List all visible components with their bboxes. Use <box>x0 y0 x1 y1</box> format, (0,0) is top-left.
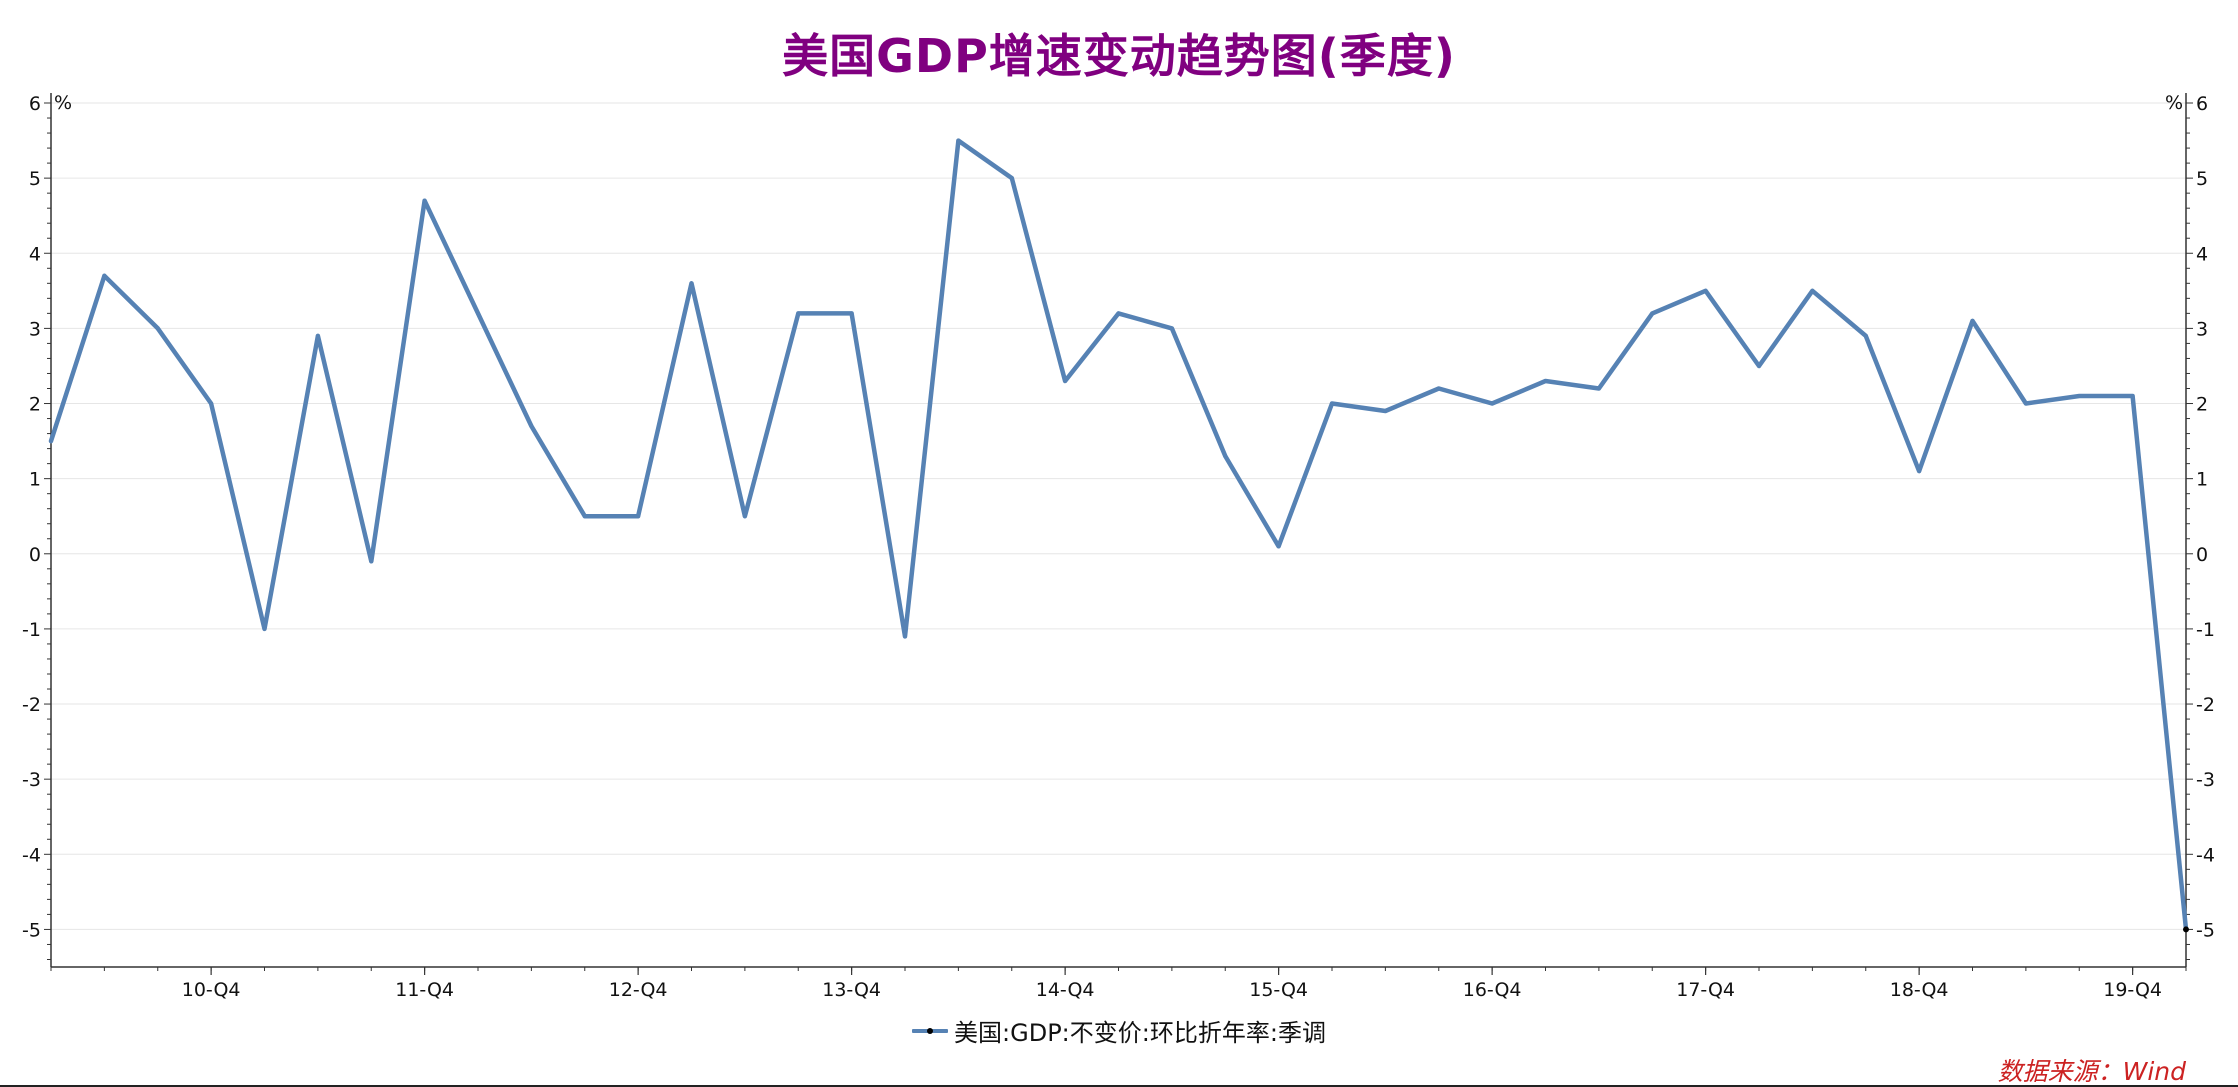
data-point <box>1436 386 1441 391</box>
right-y-tick-label: 4 <box>2196 243 2208 265</box>
data-point <box>1917 469 1922 474</box>
data-point <box>1116 311 1121 316</box>
x-tick-label: 17-Q4 <box>1676 979 1735 1001</box>
right-y-tick-label: 2 <box>2196 394 2208 416</box>
data-point <box>422 198 427 203</box>
data-point <box>1223 454 1228 459</box>
right-y-tick-label: 0 <box>2196 544 2208 566</box>
chart-title: 美国GDP增速变动趋势图(季度) <box>782 29 1456 83</box>
data-point <box>1063 378 1068 383</box>
data-point <box>49 439 53 444</box>
x-tick-label: 10-Q4 <box>182 979 241 1001</box>
right-y-tick-label: -5 <box>2196 919 2215 941</box>
data-point <box>476 311 480 316</box>
left-y-tick-label: -4 <box>22 844 41 866</box>
right-y-tick-label: -3 <box>2196 769 2215 791</box>
data-point <box>636 514 641 519</box>
legend-label: 美国:GDP:不变价:环比折年率:季调 <box>954 1019 1326 1047</box>
data-point <box>369 559 374 564</box>
data-point <box>155 326 160 331</box>
series-line <box>48 138 2189 932</box>
data-point <box>1330 401 1334 406</box>
data-point <box>582 514 587 519</box>
data-point <box>956 138 961 143</box>
data-point <box>1863 333 1868 338</box>
data-point <box>1543 378 1548 383</box>
x-tick-label: 14-Q4 <box>1036 979 1095 1001</box>
data-point <box>1703 288 1708 293</box>
right-y-tick-label: 5 <box>2196 168 2208 190</box>
axis-ticks: 6 6 5 5 4 4 3 3 2 2 1 1 0 0 -1 -1 -2 -2 -3 -3 -4 -4 -5 -5% % 10-Q… <box>22 92 2215 1001</box>
x-tick-label: 18-Q4 <box>1890 979 1949 1001</box>
left-y-tick-label: 1 <box>29 469 41 491</box>
x-tick-label: 19-Q4 <box>2103 979 2162 1001</box>
x-tick-label: 16-Q4 <box>1463 979 1522 1001</box>
legend-line-swatch <box>912 1027 949 1034</box>
data-point <box>262 626 267 631</box>
data-point <box>102 273 107 278</box>
data-point <box>796 311 801 316</box>
source-note: 数据来源：Wind <box>1997 1057 2186 1086</box>
data-point <box>1276 544 1281 549</box>
right-y-tick-label: 3 <box>2196 318 2208 340</box>
grid-lines <box>51 102 2186 930</box>
left-y-tick-label: 0 <box>29 544 41 566</box>
left-y-tick-label: -5 <box>22 919 41 941</box>
data-point <box>689 281 694 286</box>
data-point <box>2130 394 2135 399</box>
data-point <box>1009 176 1014 181</box>
left-y-tick-label: 3 <box>29 318 41 340</box>
data-point <box>1650 311 1655 316</box>
data-point <box>1490 401 1495 406</box>
data-point <box>209 401 214 406</box>
data-point <box>529 424 534 429</box>
legend-item[interactable]: 美国:GDP:不变价:环比折年率:季调 <box>912 1013 1326 1048</box>
data-point <box>1383 409 1388 414</box>
data-point <box>742 514 747 519</box>
data-point <box>849 311 854 316</box>
right-y-tick-label: -2 <box>2196 694 2215 716</box>
x-tick-label: 11-Q4 <box>395 979 454 1001</box>
right-y-tick-label: 6 <box>2196 93 2208 115</box>
legend: 美国:GDP:不变价:环比折年率:季调 <box>0 1013 2238 1048</box>
left-y-unit-label: % <box>54 92 72 114</box>
x-tick-label: 13-Q4 <box>822 979 881 1001</box>
data-point <box>315 333 320 338</box>
data-point <box>2077 394 2082 399</box>
data-point <box>1970 318 1975 323</box>
data-point <box>1757 363 1761 368</box>
axes <box>50 93 2187 968</box>
data-point <box>1169 326 1174 331</box>
left-y-tick-label: -3 <box>22 769 41 791</box>
left-y-tick-label: 4 <box>29 243 41 265</box>
data-point <box>1810 288 1815 293</box>
right-y-unit-label: % <box>2165 92 2183 114</box>
left-y-tick-label: -2 <box>22 694 41 716</box>
left-y-tick-label: -1 <box>22 619 41 641</box>
right-y-tick-label: -1 <box>2196 619 2215 641</box>
data-point <box>1596 386 1601 391</box>
data-point <box>903 634 907 639</box>
data-point <box>2023 401 2028 406</box>
x-tick-label: 15-Q4 <box>1249 979 1308 1001</box>
left-y-tick-label: 2 <box>29 394 41 416</box>
left-y-tick-label: 6 <box>29 93 41 115</box>
left-y-tick-label: 5 <box>29 168 41 190</box>
right-y-tick-label: 1 <box>2196 469 2208 491</box>
data-point <box>2183 926 2189 933</box>
series-layer <box>48 138 2189 933</box>
right-y-tick-label: -4 <box>2196 844 2215 866</box>
x-tick-label: 12-Q4 <box>609 979 668 1001</box>
